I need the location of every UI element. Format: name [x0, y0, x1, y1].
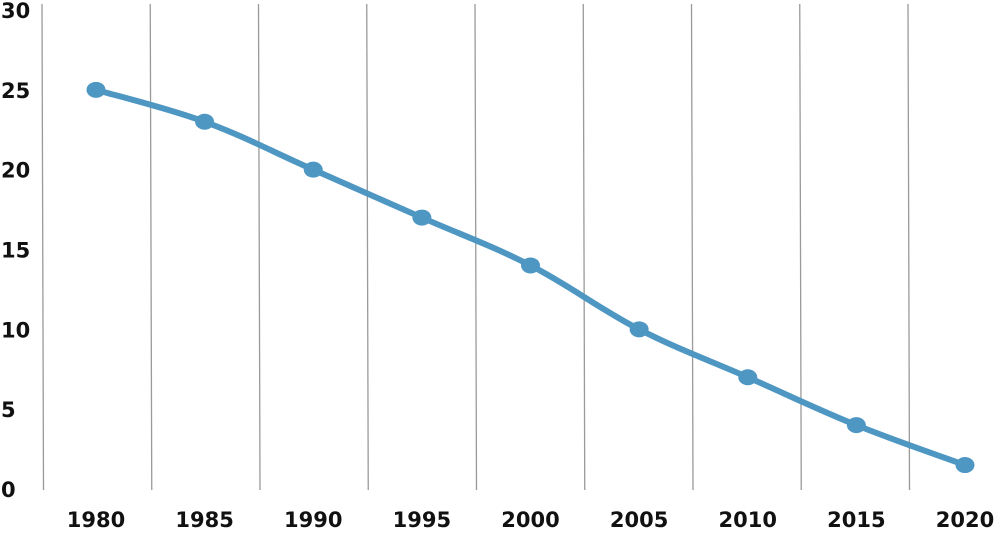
- x-tick-label: 2000: [501, 508, 559, 532]
- y-tick-label: 20: [1, 159, 30, 183]
- x-axis-ticks: 1980 1985 1990 1995 2000 2005 2010 2015 2020: [67, 508, 994, 532]
- y-tick-label: 10: [1, 318, 30, 342]
- data-point: [412, 209, 432, 226]
- y-tick-label: 5: [1, 398, 16, 422]
- series-line: [93, 86, 968, 469]
- data-point: [629, 321, 649, 338]
- vertical-grid-line: [149, 3, 153, 491]
- data-point: [738, 369, 758, 386]
- data-point: [846, 417, 866, 434]
- y-tick-label: 30: [1, 0, 30, 23]
- vertical-grid-line: [41, 3, 45, 491]
- data-point: [195, 113, 215, 130]
- vertical-grid-line: [366, 3, 369, 491]
- data-point: [86, 81, 106, 98]
- x-tick-label: 2010: [719, 508, 777, 532]
- x-tick-label: 1980: [67, 508, 125, 532]
- y-tick-label: 25: [1, 79, 30, 103]
- data-point: [521, 257, 540, 274]
- vertical-grid-line: [799, 3, 802, 491]
- vertical-grid-line: [257, 3, 261, 491]
- x-tick-label: 2005: [610, 508, 668, 532]
- y-axis-ticks: 0 5 10 15 20 25 30: [1, 0, 30, 502]
- data-point: [955, 457, 975, 474]
- x-tick-label: 1995: [393, 508, 451, 532]
- data-point: [303, 161, 323, 178]
- y-tick-label: 15: [1, 239, 30, 263]
- grid-lines: [41, 3, 911, 491]
- vertical-grid-line: [690, 3, 694, 491]
- x-tick-label: 2015: [827, 508, 885, 532]
- x-tick-label: 2020: [936, 508, 994, 532]
- vertical-grid-line: [907, 3, 911, 491]
- series-layer: [86, 81, 975, 474]
- x-tick-label: 1985: [175, 508, 233, 532]
- y-tick-label: 0: [1, 478, 16, 502]
- vertical-grid-line: [582, 3, 586, 491]
- x-tick-label: 1990: [284, 508, 342, 532]
- vertical-grid-line: [474, 3, 478, 491]
